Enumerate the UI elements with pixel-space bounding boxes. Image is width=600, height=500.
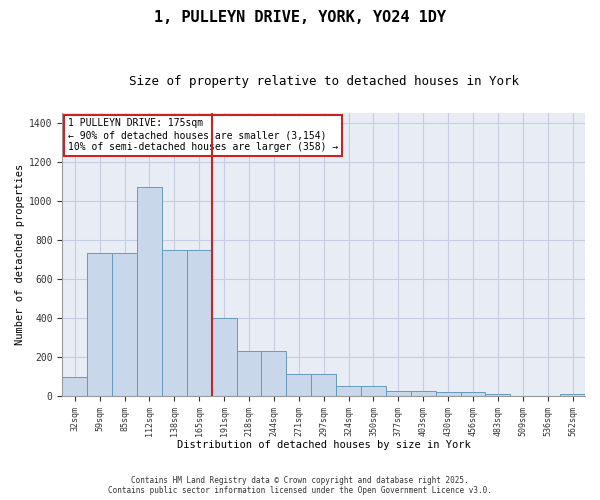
- Bar: [162, 250, 187, 396]
- Text: 1 PULLEYN DRIVE: 175sqm
← 90% of detached houses are smaller (3,154)
10% of semi: 1 PULLEYN DRIVE: 175sqm ← 90% of detache…: [68, 118, 338, 152]
- Bar: [62, 376, 87, 396]
- Y-axis label: Number of detached properties: Number of detached properties: [15, 164, 25, 345]
- Text: Contains HM Land Registry data © Crown copyright and database right 2025.
Contai: Contains HM Land Registry data © Crown c…: [108, 476, 492, 495]
- Bar: [336, 386, 361, 396]
- Bar: [311, 374, 336, 396]
- Bar: [461, 392, 485, 396]
- Bar: [137, 187, 162, 396]
- Bar: [187, 250, 212, 396]
- Text: 1, PULLEYN DRIVE, YORK, YO24 1DY: 1, PULLEYN DRIVE, YORK, YO24 1DY: [154, 10, 446, 25]
- Bar: [560, 394, 585, 396]
- Bar: [361, 386, 386, 396]
- Bar: [436, 392, 461, 396]
- Bar: [87, 254, 112, 396]
- Bar: [485, 394, 511, 396]
- Bar: [286, 374, 311, 396]
- Title: Size of property relative to detached houses in York: Size of property relative to detached ho…: [128, 75, 518, 88]
- X-axis label: Distribution of detached houses by size in York: Distribution of detached houses by size …: [177, 440, 470, 450]
- Bar: [386, 391, 411, 396]
- Bar: [262, 351, 286, 396]
- Bar: [411, 391, 436, 396]
- Bar: [236, 351, 262, 396]
- Bar: [112, 254, 137, 396]
- Bar: [212, 318, 236, 396]
